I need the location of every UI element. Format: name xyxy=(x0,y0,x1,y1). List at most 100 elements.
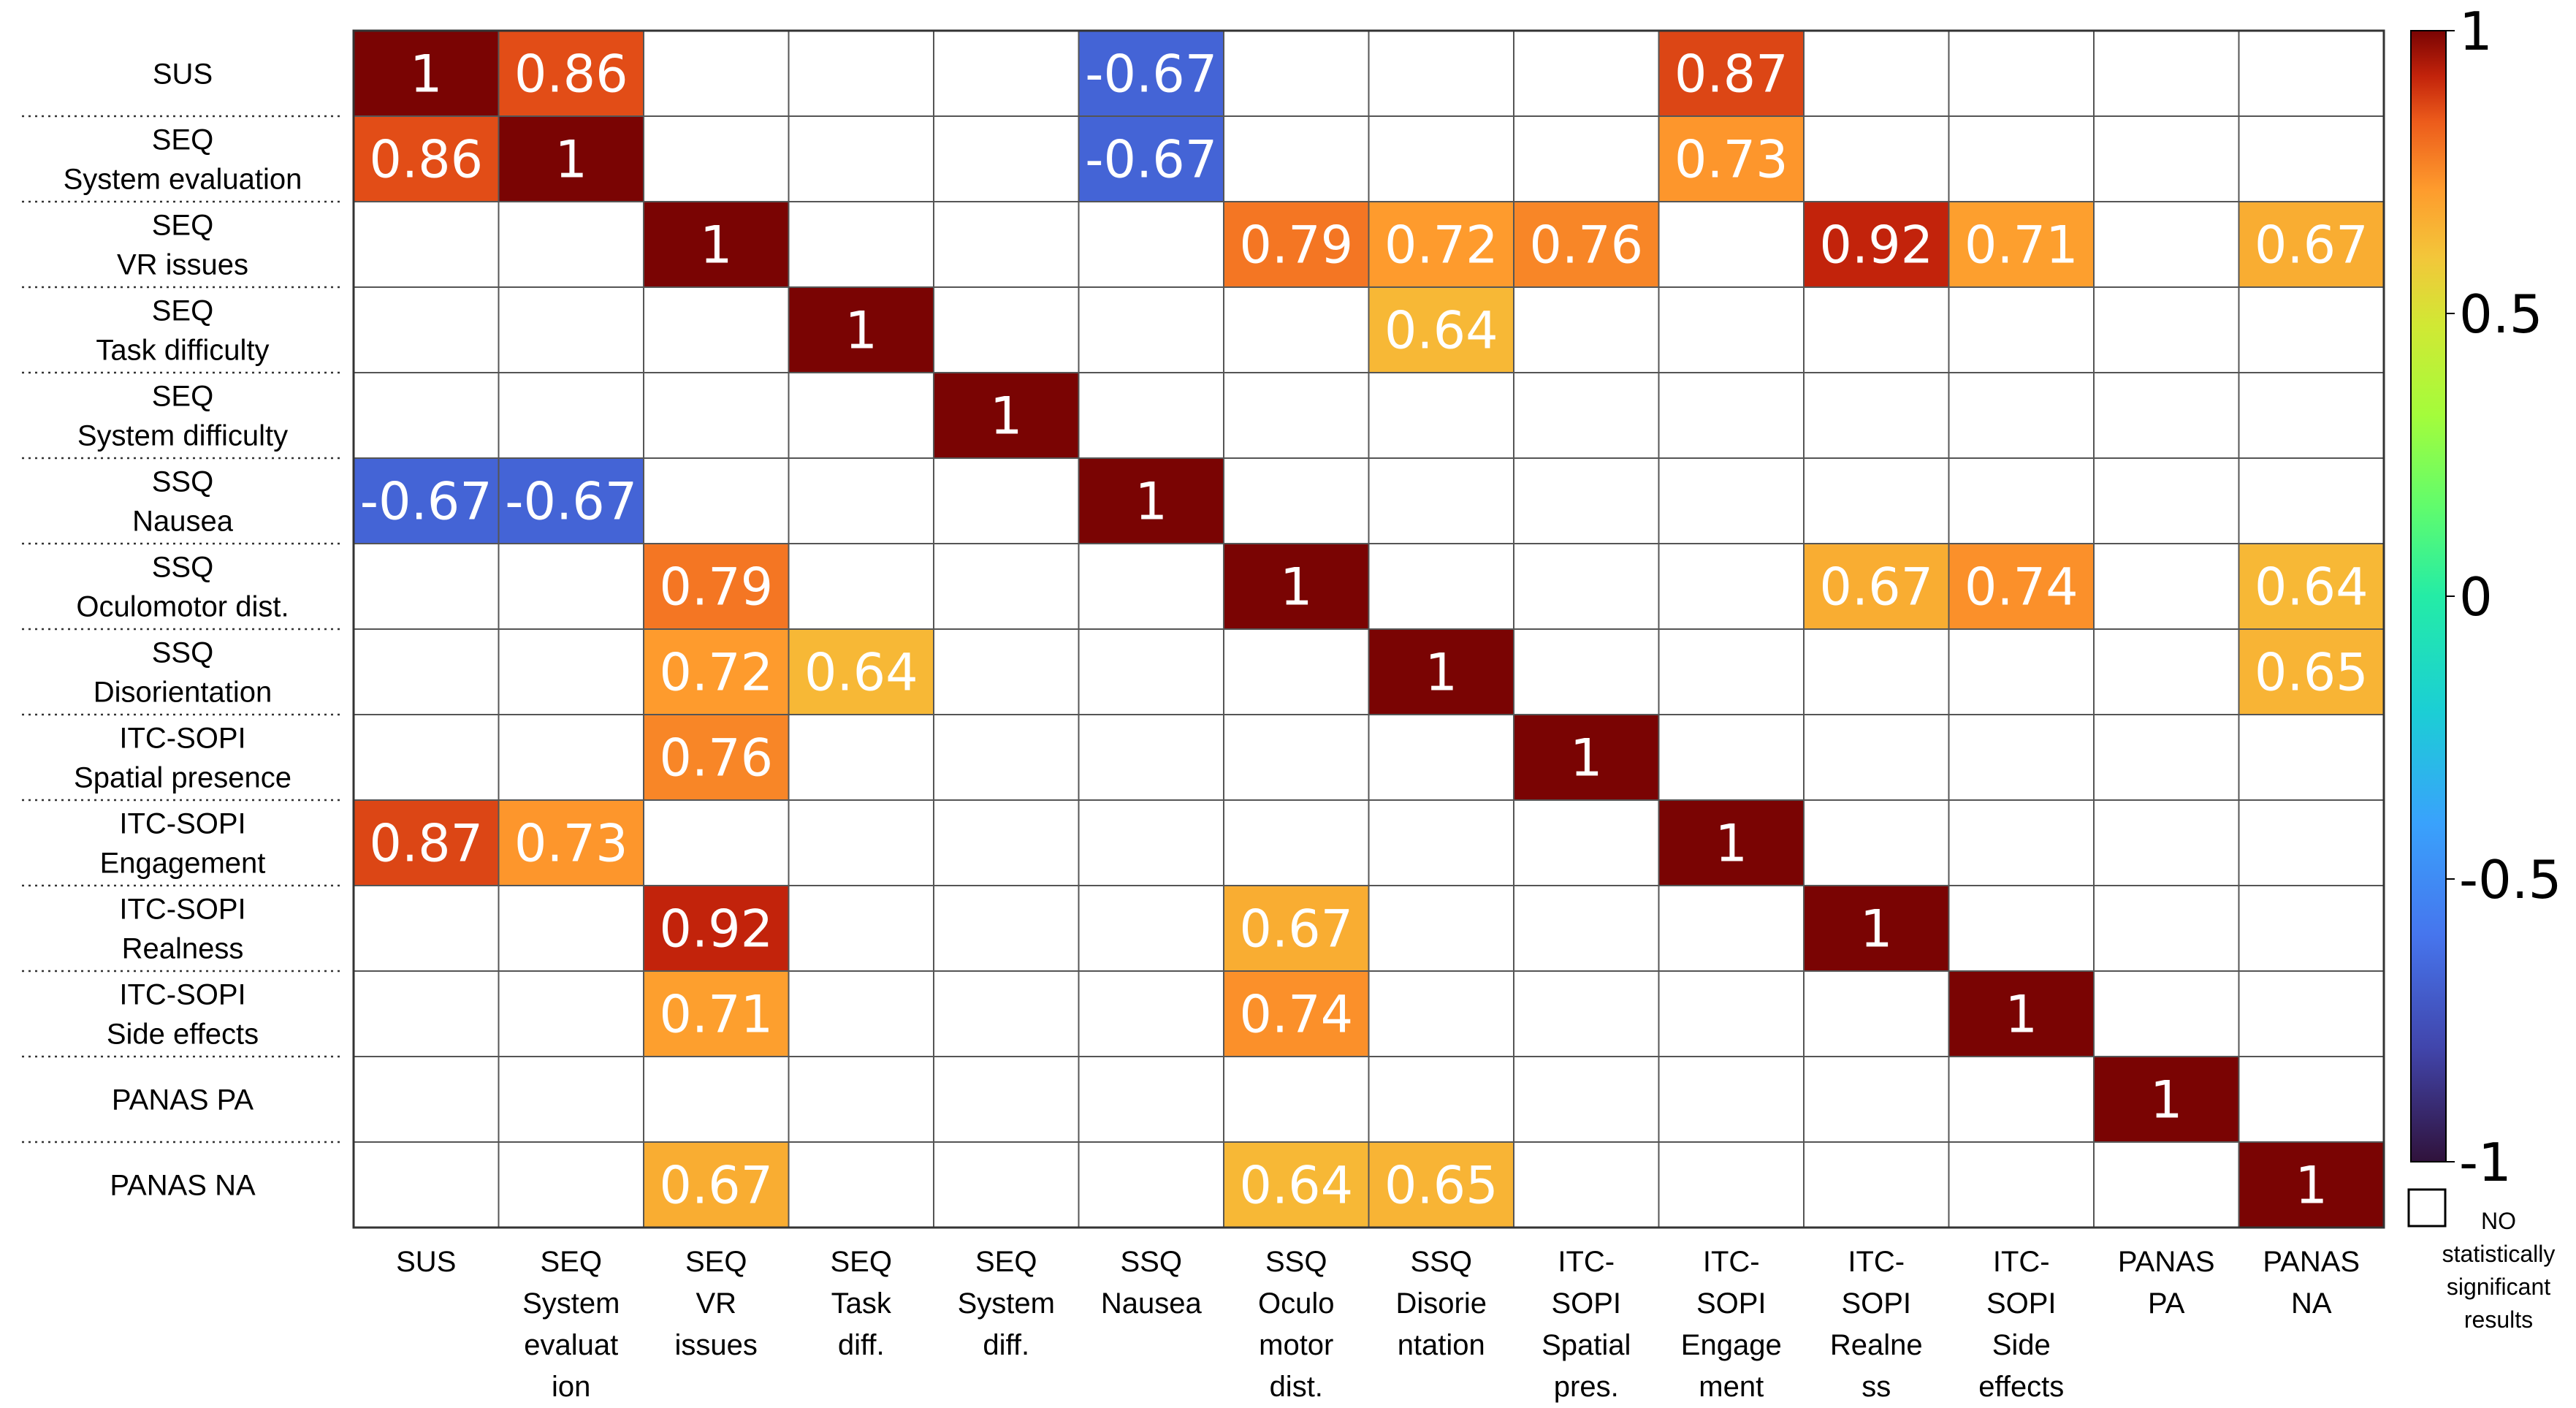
column-label: SUS xyxy=(396,1246,456,1278)
heatmap-cell xyxy=(498,115,644,202)
heatmap-cell xyxy=(1368,1056,1514,1143)
heatmap-cell xyxy=(1658,286,1805,373)
cell-value-label: 0.87 xyxy=(369,814,483,874)
colorbar-tick-label: 1 xyxy=(2459,1,2493,62)
heatmap-cell xyxy=(1948,714,2095,801)
heatmap-cell xyxy=(933,201,1080,288)
heatmap-cell xyxy=(1513,1141,1660,1228)
heatmap-cell xyxy=(498,885,644,972)
heatmap-cell xyxy=(1223,30,1370,117)
column-label: System xyxy=(522,1287,620,1320)
heatmap-cell xyxy=(1078,457,1224,544)
column-label: issues xyxy=(675,1329,758,1361)
heatmap-cell xyxy=(353,30,500,117)
heatmap-cell xyxy=(1513,286,1660,373)
heatmap-cell xyxy=(498,372,644,459)
heatmap-cell xyxy=(1658,970,1805,1057)
heatmap-cell xyxy=(643,1141,790,1228)
heatmap-cell xyxy=(498,1056,644,1143)
heatmap-cell xyxy=(643,30,790,117)
column-label: ss xyxy=(1861,1371,1891,1403)
heatmap-cell xyxy=(2238,457,2385,544)
heatmap-cell xyxy=(353,628,500,715)
heatmap-cell xyxy=(1513,115,1660,202)
column-label: diff. xyxy=(838,1329,885,1361)
row-label: ITC-SOPI xyxy=(119,808,245,840)
heatmap-cell xyxy=(1658,714,1805,801)
column-label: Nausea xyxy=(1101,1287,1203,1320)
cell-values: 1 0.86 -0.67 0.87 0.86 1 -0.67 0.73 1 0.79 0.72 0.7… xyxy=(360,45,2369,1216)
heatmap-cell xyxy=(2238,885,2385,972)
heatmap-cell xyxy=(353,1056,500,1143)
heatmap-cell xyxy=(1223,714,1370,801)
row-label: VR issues xyxy=(117,249,248,281)
heatmap-cell xyxy=(933,628,1080,715)
column-label: SOPI xyxy=(1841,1287,1911,1320)
cell-value-label: 0.79 xyxy=(659,558,773,617)
cell-value-label: 1 xyxy=(2005,985,2038,1045)
cell-value-label: 0.65 xyxy=(2255,643,2369,703)
heatmap-cell xyxy=(643,115,790,202)
cell-value-label: 0.86 xyxy=(514,45,628,104)
heatmap-cell xyxy=(353,970,500,1057)
cell-value-label: 0.64 xyxy=(1384,301,1498,361)
heatmap-cell xyxy=(1803,30,1950,117)
row-label: PANAS PA xyxy=(112,1084,254,1116)
heatmap-cell xyxy=(1368,885,1514,972)
cell-value-label: 0.72 xyxy=(1384,216,1498,275)
heatmap-cell xyxy=(788,799,934,886)
heatmap-cell xyxy=(2238,799,2385,886)
cell-value-label: 0.71 xyxy=(659,985,773,1045)
cell-value-label: 1 xyxy=(1135,472,1167,532)
column-label: Side xyxy=(1992,1329,2051,1361)
cell-value-label: 0.76 xyxy=(1529,216,1643,275)
colorbar-tick-label: 0.5 xyxy=(2459,283,2543,345)
column-label: System xyxy=(958,1287,1055,1320)
heatmap-cell xyxy=(498,286,644,373)
heatmap-cell xyxy=(788,115,934,202)
row-label: SSQ xyxy=(152,466,213,498)
heatmap-cell xyxy=(353,372,500,459)
column-label: ntation xyxy=(1398,1329,1485,1361)
heatmap-cell xyxy=(498,1141,644,1228)
heatmap-cell xyxy=(1513,1056,1660,1143)
colorbar-tick-label: 0 xyxy=(2459,566,2493,628)
cell-value-label: 1 xyxy=(1860,899,1893,959)
row-label: System evaluation xyxy=(64,164,302,196)
cell-value-label: 0.64 xyxy=(804,643,918,703)
heatmap-cell xyxy=(1803,372,1950,459)
heatmap-cell xyxy=(1513,30,1660,117)
heatmap-cell xyxy=(643,457,790,544)
heatmap-cell xyxy=(1513,628,1660,715)
column-label: ITC- xyxy=(1993,1246,2050,1278)
row-label: System difficulty xyxy=(77,420,288,452)
heatmap-cell xyxy=(643,286,790,373)
heatmap-cell xyxy=(498,799,644,886)
heatmap-cell xyxy=(1078,115,1224,202)
heatmap-cell xyxy=(2238,286,2385,373)
heatmap-cell xyxy=(1803,714,1950,801)
heatmap-cell xyxy=(788,543,934,630)
cell-value-label: 0.67 xyxy=(1819,558,1933,617)
column-label: effects xyxy=(1978,1371,2064,1403)
heatmap-cell xyxy=(1513,885,1660,972)
heatmap-cell xyxy=(2238,970,2385,1057)
no-significance-legend-text: significant xyxy=(2447,1274,2550,1300)
heatmap-cell xyxy=(1223,885,1370,972)
cell-value-label: 0.92 xyxy=(659,899,773,959)
heatmap-cell xyxy=(1803,543,1950,630)
heatmap-cell xyxy=(1948,372,2095,459)
heatmap-cell xyxy=(1078,714,1224,801)
heatmap-cell xyxy=(1368,30,1514,117)
no-significance-legend-text: results xyxy=(2464,1306,2533,1333)
row-label: SUS xyxy=(153,58,213,91)
heatmap-cell xyxy=(2093,714,2240,801)
heatmap-cell xyxy=(788,628,934,715)
cell-value-label: 0.65 xyxy=(1384,1156,1498,1216)
heatmap-cell xyxy=(353,543,500,630)
heatmap-cell xyxy=(2238,30,2385,117)
heatmap-cell xyxy=(1368,201,1514,288)
row-label: SEQ xyxy=(152,210,213,242)
heatmap-cell xyxy=(2093,1141,2240,1228)
